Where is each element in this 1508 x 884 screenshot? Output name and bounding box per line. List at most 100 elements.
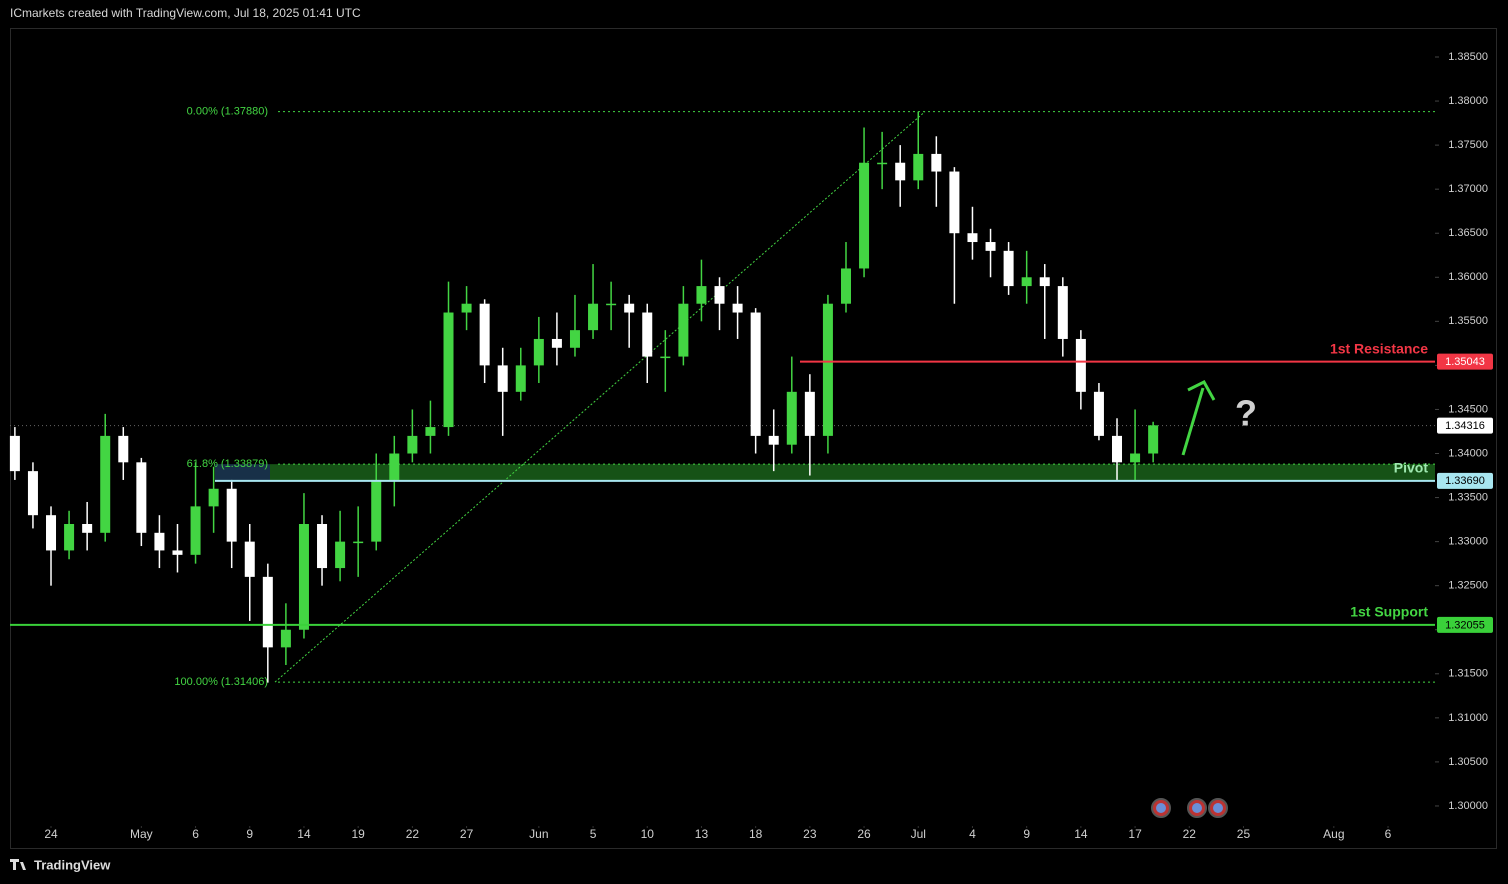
- candle-body: [786, 391, 797, 445]
- y-tick-label: 1.34500: [1448, 403, 1488, 415]
- candle-body: [479, 303, 490, 366]
- candle-body: [533, 338, 544, 366]
- y-tick-label: 1.31500: [1448, 668, 1488, 680]
- candle-body: [27, 471, 38, 516]
- watermark: TradingView: [34, 857, 111, 872]
- candle-body: [732, 303, 743, 313]
- candle-body: [877, 162, 888, 165]
- candle-body: [226, 488, 237, 542]
- fib-label: 61.8% (1.33879): [187, 458, 268, 470]
- x-tick-label: 6: [192, 827, 199, 841]
- x-tick-label: 22: [406, 827, 420, 841]
- candle-body: [642, 312, 653, 357]
- candle-body: [588, 303, 599, 331]
- price-tag: [1437, 353, 1493, 370]
- y-tick-label: 1.38500: [1448, 51, 1488, 63]
- fib-zone: [270, 464, 1435, 481]
- x-tick-label: Jun: [529, 827, 548, 841]
- candle-body: [913, 153, 924, 181]
- candle-body: [118, 435, 129, 463]
- fib-label: 100.00% (1.31406): [174, 676, 268, 688]
- y-tick-label: 1.36000: [1448, 271, 1488, 283]
- x-tick-label: 22: [1183, 827, 1197, 841]
- candle-body: [804, 391, 815, 436]
- candle-body: [1130, 453, 1141, 463]
- candle-body: [371, 479, 382, 542]
- candle-body: [1021, 277, 1032, 287]
- x-tick-label: Jul: [911, 827, 926, 841]
- candle-body: [443, 312, 454, 428]
- candle-body: [335, 541, 346, 569]
- logo: [10, 859, 26, 870]
- candle-body: [1075, 338, 1086, 392]
- candle-body: [859, 162, 870, 269]
- x-tick-label: 17: [1128, 827, 1142, 841]
- candle-body: [624, 303, 635, 313]
- candle-body: [154, 532, 165, 551]
- price-tag: [1437, 417, 1493, 434]
- candle-body: [822, 303, 833, 436]
- candle-body: [678, 303, 689, 357]
- price-tag-label: 1.35043: [1445, 356, 1485, 368]
- y-tick-label: 1.31000: [1448, 712, 1488, 724]
- level-label: 1st Resistance: [1330, 340, 1428, 356]
- x-tick-label: 19: [351, 827, 365, 841]
- candle-body: [244, 541, 255, 577]
- x-tick-label: 9: [246, 827, 253, 841]
- y-tick-label: 1.37000: [1448, 183, 1488, 195]
- y-tick-label: 1.30000: [1448, 800, 1488, 812]
- candles: [9, 111, 1159, 683]
- candle-body: [840, 268, 851, 304]
- x-tick-label: 9: [1023, 827, 1030, 841]
- candle-body: [569, 330, 580, 348]
- candle-body: [64, 524, 75, 551]
- fib-trend-line: [274, 111, 926, 683]
- candle-body: [750, 312, 761, 436]
- candle-body: [1039, 277, 1050, 287]
- x-tick-label: 5: [590, 827, 597, 841]
- price-tag: [1437, 472, 1493, 489]
- candle-body: [515, 365, 526, 392]
- y-tick-label: 1.38000: [1448, 95, 1488, 107]
- candle-body: [660, 356, 671, 359]
- y-tick-label: 1.33500: [1448, 491, 1488, 503]
- x-tick-label: 10: [641, 827, 655, 841]
- candle-body: [208, 488, 219, 507]
- candle-body: [280, 629, 291, 648]
- x-tick-label: 4: [969, 827, 976, 841]
- x-tick-label: 25: [1237, 827, 1251, 841]
- x-tick-label: 14: [297, 827, 311, 841]
- candle-body: [949, 171, 960, 234]
- price-tag: [1437, 616, 1493, 633]
- x-tick-label: May: [130, 827, 153, 841]
- chart-frame: [10, 28, 1497, 849]
- price-tag-label: 1.32055: [1445, 619, 1485, 631]
- x-tick-label: 23: [803, 827, 817, 841]
- y-tick-label: 1.35500: [1448, 315, 1488, 327]
- price-tag-label: 1.33690: [1445, 475, 1485, 487]
- candle-body: [46, 515, 57, 551]
- candle-body: [895, 162, 906, 181]
- header: ICmarkets created with TradingView.com, …: [10, 6, 361, 20]
- candle-body: [82, 524, 93, 533]
- candle-body: [1057, 286, 1068, 339]
- x-tick-label: 6: [1385, 827, 1392, 841]
- price-tag-label: 1.34316: [1445, 420, 1485, 432]
- candle-body: [136, 462, 147, 533]
- candle-body: [1148, 425, 1159, 454]
- candle-body: [967, 233, 978, 243]
- candle-body: [768, 435, 779, 445]
- candle-body: [190, 506, 201, 555]
- x-tick-label: 14: [1074, 827, 1088, 841]
- y-tick-label: 1.36500: [1448, 227, 1488, 239]
- x-tick-label: 24: [44, 827, 58, 841]
- candle-body: [1093, 391, 1104, 436]
- candle-body: [262, 576, 273, 648]
- candle-body: [1003, 250, 1014, 287]
- x-tick-label: 18: [749, 827, 763, 841]
- y-tick-label: 1.30500: [1448, 756, 1488, 768]
- candle-body: [606, 303, 617, 306]
- y-tick-label: 1.37500: [1448, 139, 1488, 151]
